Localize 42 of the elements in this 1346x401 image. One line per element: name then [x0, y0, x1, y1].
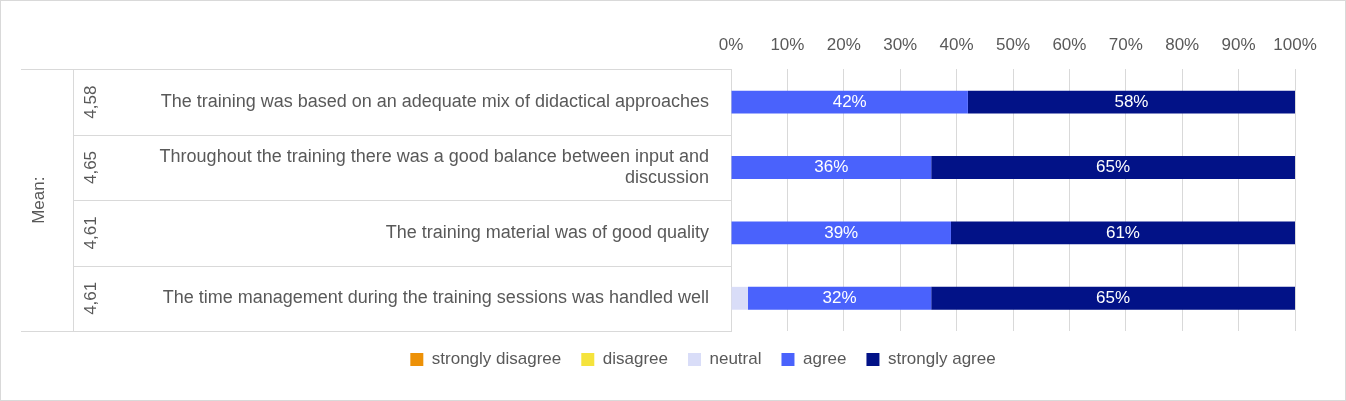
data-label: 65% [1096, 287, 1131, 307]
x-tick-label: 40% [939, 34, 974, 54]
x-tick-label: 80% [1165, 34, 1200, 54]
legend-label: neutral [709, 349, 762, 369]
x-tick-label: 0% [718, 34, 744, 54]
text: 4,65 [80, 150, 100, 185]
bar [731, 286, 748, 310]
bar [967, 90, 1295, 114]
bar [931, 286, 1295, 310]
text: 4,61 [80, 281, 100, 315]
legend-label: strongly disagree [431, 349, 562, 369]
bar [731, 90, 968, 114]
legend-label: agree [802, 349, 847, 369]
y-tick-label: The time management during the training sessions was handled well [162, 287, 709, 308]
data-label: 61% [1105, 222, 1140, 242]
bar [950, 221, 1295, 245]
data-label: 65% [1096, 157, 1131, 177]
y-tick-label: The training material was of good quality [385, 221, 709, 242]
bar [731, 221, 951, 245]
legend-label: strongly agree [887, 349, 996, 369]
x-tick-label: 70% [1108, 34, 1143, 54]
data-label: 36% [814, 157, 849, 177]
x-tick-label: 90% [1221, 34, 1256, 54]
bar [931, 156, 1295, 179]
x-tick-label: 30% [883, 34, 918, 54]
data-label: 42% [832, 91, 867, 111]
text: Mean: [28, 176, 48, 224]
data-label: 58% [1114, 91, 1149, 111]
x-tick-label: 100% [1273, 34, 1317, 54]
y-tick-label: The training was based on an adequate mix of didactical approaches [160, 91, 709, 112]
legend-label: disagree [602, 349, 668, 369]
y-tick-label: Throughout the training there was a good balance between input and discussion [159, 146, 709, 187]
x-tick-label: 20% [826, 34, 861, 54]
text: 4,58 [80, 85, 100, 119]
bar [747, 286, 932, 310]
x-tick-label: 10% [770, 34, 805, 54]
x-tick-label: 50% [995, 34, 1031, 54]
bar [731, 156, 932, 179]
x-tick-label: 60% [1052, 34, 1087, 54]
text: 4,61 [80, 216, 100, 250]
data-label: 32% [822, 287, 857, 307]
data-label: 39% [824, 222, 859, 242]
